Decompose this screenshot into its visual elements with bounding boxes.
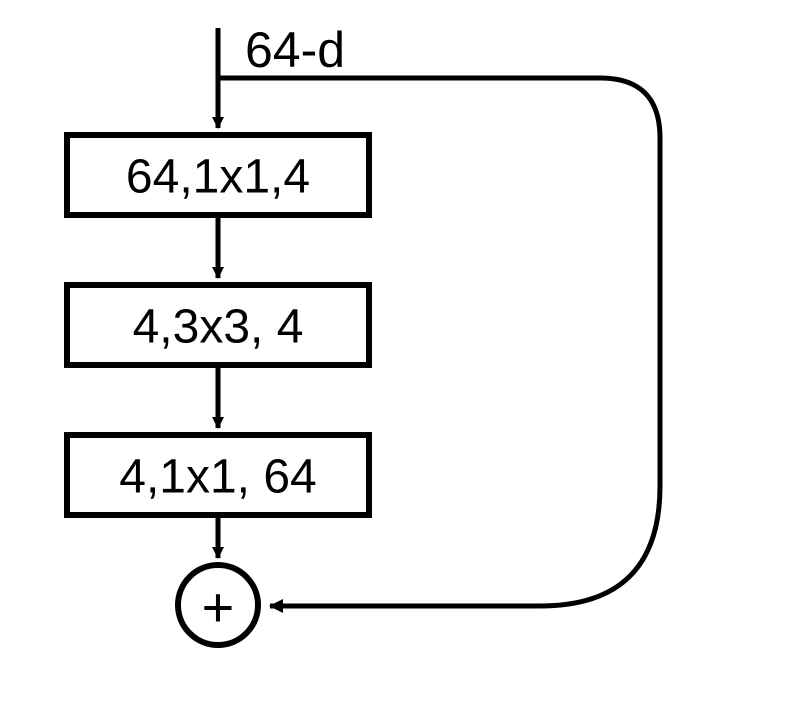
input-label: 64-d xyxy=(245,22,345,78)
conv-box-3-label: 4,1x1, 64 xyxy=(119,451,316,504)
residual-block-diagram: 64-d 64,1x1,4 4,3x3, 4 4,1x1, 64 + xyxy=(0,0,796,704)
sum-node: + xyxy=(178,565,258,645)
conv-box-1-label: 64,1x1,4 xyxy=(126,151,310,204)
conv-box-2-label: 4,3x3, 4 xyxy=(133,301,304,354)
plus-symbol: + xyxy=(202,576,235,639)
